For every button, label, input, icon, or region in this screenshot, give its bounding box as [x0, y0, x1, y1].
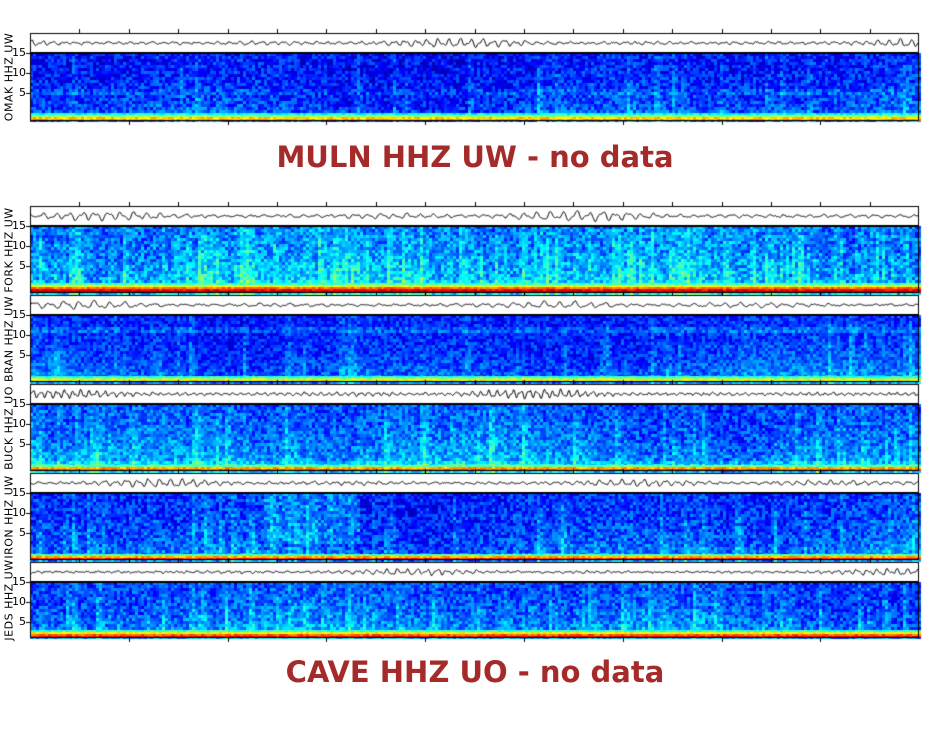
- freq-tick-label-fork-15: 15: [12, 219, 26, 232]
- panel-iron-plot-canvas: [24, 468, 925, 566]
- panel-jeds-plot-canvas: [24, 557, 925, 644]
- freq-tick-label-omak-10: 10: [12, 66, 26, 79]
- freq-tick-label-bran-15: 15: [12, 308, 26, 321]
- freq-tick-label-bran-10: 10: [12, 328, 26, 341]
- freq-tick-label-bran-5: 5: [19, 348, 26, 361]
- freq-tick-label-iron-5: 5: [19, 526, 26, 539]
- freq-tick-label-omak-5: 5: [19, 86, 26, 99]
- freq-tick-label-fork-10: 10: [12, 239, 26, 252]
- panel-bran-plot-canvas: [24, 290, 925, 388]
- no-data-title-muln: MULN HHZ UW - no data: [276, 140, 674, 174]
- freq-tick-label-buck-10: 10: [12, 417, 26, 430]
- no-data-title-cave: CAVE HHZ UO - no data: [285, 655, 665, 689]
- freq-tick-label-buck-15: 15: [12, 397, 26, 410]
- freq-tick-label-iron-10: 10: [12, 506, 26, 519]
- panel-fork-plot-canvas: [24, 201, 925, 299]
- panel-buck-plot-canvas: [24, 379, 925, 477]
- freq-tick-label-fork-5: 5: [19, 259, 26, 272]
- freq-tick-label-jeds-5: 5: [19, 615, 26, 628]
- freq-tick-label-buck-5: 5: [19, 437, 26, 450]
- panel-omak-plot-canvas: [24, 28, 925, 127]
- freq-tick-label-jeds-15: 15: [12, 575, 26, 588]
- freq-tick-label-jeds-10: 10: [12, 595, 26, 608]
- freq-tick-label-iron-15: 15: [12, 486, 26, 499]
- freq-tick-label-omak-15: 15: [12, 46, 26, 59]
